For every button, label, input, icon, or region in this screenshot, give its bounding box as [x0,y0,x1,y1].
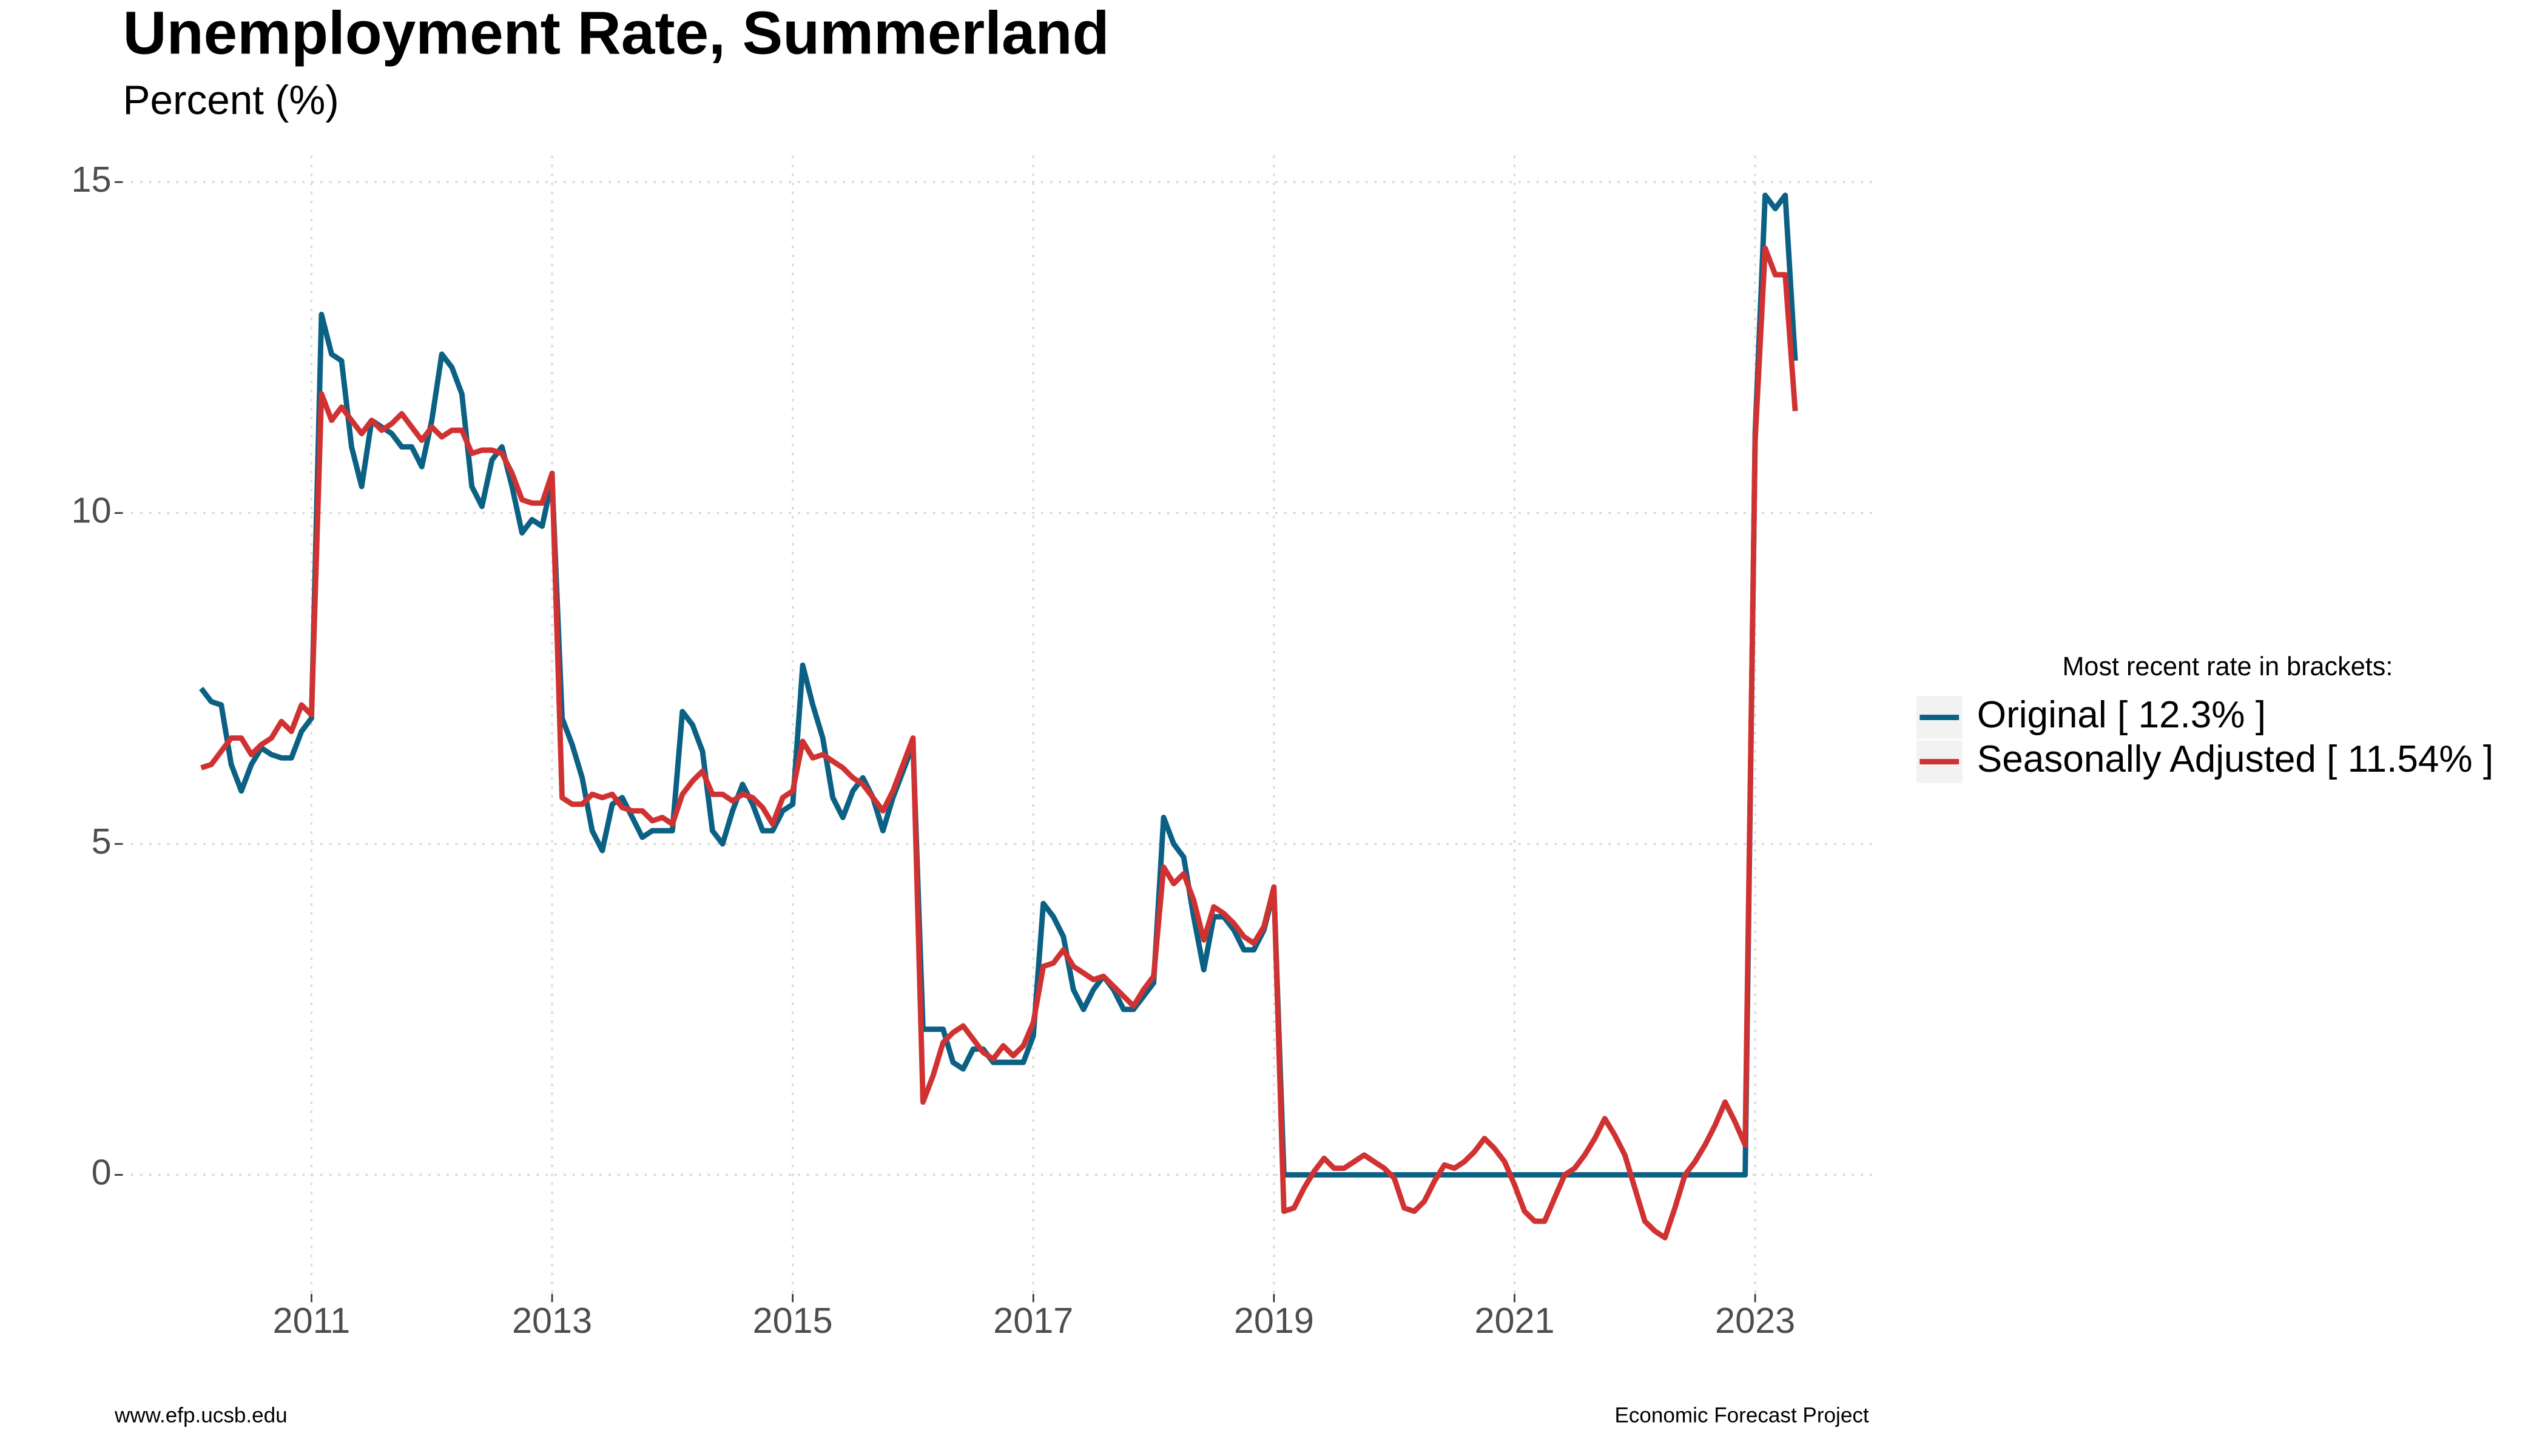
x-tick-label: 2017 [993,1300,1073,1341]
y-tick-label: 15 [72,159,112,200]
chart-title: Unemployment Rate, Summerland [123,0,1109,67]
x-tick-label: 2015 [753,1300,833,1341]
data-line [200,245,1798,1241]
grid [130,155,1876,1294]
legend-label: Original [ 12.3% ] [1977,694,2266,736]
x-tick-label: 2011 [273,1300,351,1341]
legend: Most recent rate in brackets: Original [… [1916,652,2493,783]
source-left: www.efp.ucsb.edu [114,1404,288,1427]
y-tick-label: 5 [92,821,112,861]
source-right: Economic Forecast Project [1614,1404,1869,1427]
y-tick-label: 0 [92,1151,112,1192]
legend-title: Most recent rate in brackets: [2062,652,2393,681]
x-tick-label: 2023 [1715,1300,1795,1341]
chart-subtitle: Percent (%) [123,78,339,123]
x-tick-label: 2013 [512,1300,592,1341]
x-tick-label: 2021 [1474,1300,1554,1341]
y-tick-label: 10 [72,490,112,530]
x-tick-label: 2019 [1234,1300,1314,1341]
legend-label: Seasonally Adjusted [ 11.54% ] [1977,738,2493,780]
